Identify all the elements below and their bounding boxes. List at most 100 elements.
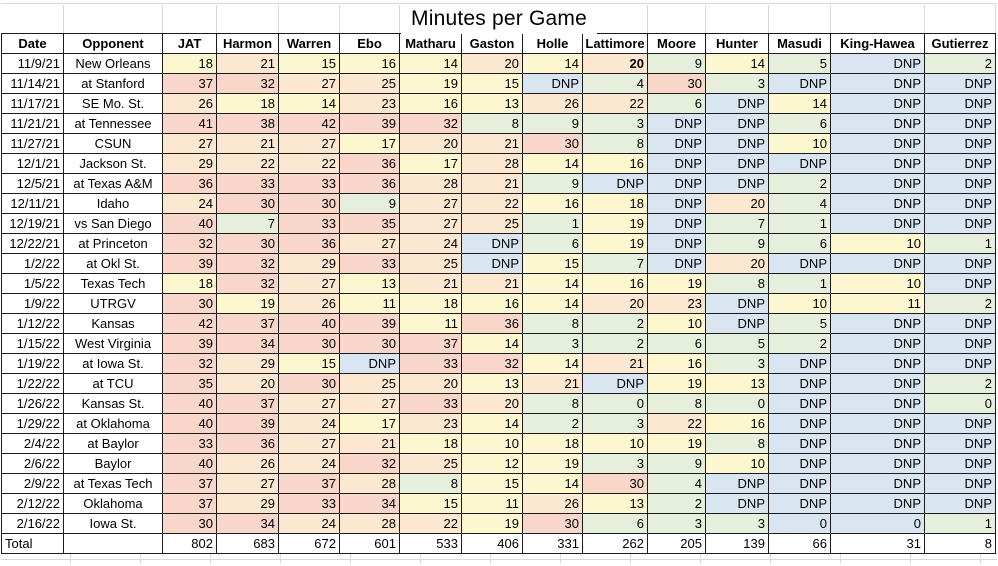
cell-minutes-matharu[interactable]: 19 [399, 73, 462, 94]
cell-minutes-jat[interactable]: 32 [162, 353, 217, 374]
cell-minutes-moore[interactable]: 3 [647, 513, 706, 534]
cell-minutes-masudi[interactable]: 10 [768, 133, 831, 154]
cell-minutes-harmon[interactable]: 39 [216, 413, 279, 434]
cell-minutes-matharu[interactable]: 15 [399, 493, 462, 514]
cell-minutes-ebo[interactable]: 36 [339, 173, 400, 194]
cell-minutes-moore[interactable]: DNP [647, 133, 706, 154]
cell-minutes-hunter[interactable]: 8 [705, 273, 769, 294]
cell-minutes-warren[interactable]: 30 [278, 193, 340, 214]
cell-minutes-matharu[interactable]: 20 [399, 133, 462, 154]
cell-minutes-lattimore[interactable]: 20 [582, 293, 648, 314]
cell-minutes-lattimore[interactable]: 21 [582, 353, 648, 374]
cell-minutes-holle[interactable]: 21 [522, 373, 583, 394]
cell-minutes-masudi[interactable]: DNP [768, 253, 831, 274]
cell-minutes-matharu[interactable]: 16 [399, 93, 462, 114]
cell-minutes-warren[interactable]: 27 [278, 433, 340, 454]
cell-minutes-moore[interactable]: DNP [647, 233, 706, 254]
cell-minutes-jat[interactable]: 29 [162, 153, 217, 174]
cell-minutes-gutierrez[interactable]: DNP [924, 273, 996, 294]
header-opponent[interactable]: Opponent [63, 33, 163, 54]
cell-minutes-ebo[interactable]: 9 [339, 193, 400, 214]
cell-minutes-hunter[interactable]: DNP [705, 313, 769, 334]
cell-minutes-gaston[interactable]: 22 [461, 193, 523, 214]
cell-minutes-jat[interactable]: 42 [162, 313, 217, 334]
cell-minutes-warren[interactable]: 33 [278, 493, 340, 514]
cell-opponent[interactable]: Oklahoma [63, 493, 163, 514]
cell-minutes-gutierrez[interactable]: 0 [924, 393, 996, 414]
cell-minutes-king-hawea[interactable]: DNP [830, 133, 925, 154]
cell-minutes-matharu[interactable]: 14 [399, 53, 462, 74]
cell-minutes-matharu[interactable]: 33 [399, 353, 462, 374]
cell-minutes-king-hawea[interactable]: DNP [830, 353, 925, 374]
cell-minutes-holle[interactable]: 14 [522, 273, 583, 294]
cell-minutes-gaston[interactable]: DNP [461, 233, 523, 254]
cell-minutes-hunter[interactable]: DNP [705, 133, 769, 154]
cell-minutes-harmon[interactable]: 26 [216, 453, 279, 474]
cell-opponent[interactable]: CSUN [63, 133, 163, 154]
cell-minutes-gaston[interactable]: 19 [461, 513, 523, 534]
cell-minutes-matharu[interactable]: 8 [399, 473, 462, 494]
cell-opponent[interactable]: New Orleans [63, 53, 163, 74]
cell-minutes-ebo[interactable]: 17 [339, 133, 400, 154]
cell-minutes-lattimore[interactable]: DNP [582, 173, 648, 194]
cell-minutes-masudi[interactable]: DNP [768, 413, 831, 434]
cell-minutes-holle[interactable]: 19 [522, 453, 583, 474]
cell-minutes-jat[interactable]: 40 [162, 453, 217, 474]
cell-minutes-jat[interactable]: 40 [162, 213, 217, 234]
cell-minutes-masudi[interactable]: 14 [768, 93, 831, 114]
cell-minutes-jat[interactable]: 39 [162, 333, 217, 354]
cell-minutes-jat[interactable]: 40 [162, 413, 217, 434]
cell-minutes-jat[interactable]: 26 [162, 93, 217, 114]
cell-minutes-harmon[interactable]: 34 [216, 513, 279, 534]
cell-minutes-harmon[interactable]: 32 [216, 73, 279, 94]
cell-minutes-harmon[interactable]: 30 [216, 233, 279, 254]
cell-minutes-masudi[interactable]: DNP [768, 353, 831, 374]
cell-minutes-jat[interactable]: 41 [162, 113, 217, 134]
header-jat[interactable]: JAT [162, 33, 217, 54]
cell-minutes-matharu[interactable]: 27 [399, 193, 462, 214]
header-lattimore[interactable]: Lattimore [582, 33, 648, 54]
cell-minutes-gutierrez[interactable]: DNP [924, 73, 996, 94]
cell-minutes-harmon[interactable]: 27 [216, 473, 279, 494]
cell-opponent[interactable]: at Okl St. [63, 253, 163, 274]
cell-minutes-lattimore[interactable]: 8 [582, 133, 648, 154]
cell-minutes-jat[interactable]: 33 [162, 433, 217, 454]
header-hunter[interactable]: Hunter [705, 33, 769, 54]
cell-minutes-jat[interactable]: 39 [162, 253, 217, 274]
total-label-cell[interactable]: Total [1, 533, 64, 554]
cell-minutes-gutierrez[interactable]: DNP [924, 193, 996, 214]
cell-minutes-king-hawea[interactable]: 10 [830, 233, 925, 254]
cell-minutes-jat[interactable]: 36 [162, 173, 217, 194]
cell-minutes-holle[interactable]: 30 [522, 513, 583, 534]
header-gutierrez[interactable]: Gutierrez [924, 33, 996, 54]
cell-opponent[interactable]: at Stanford [63, 73, 163, 94]
cell-minutes-king-hawea[interactable]: DNP [830, 473, 925, 494]
cell-date[interactable]: 12/1/21 [1, 153, 64, 174]
cell-minutes-king-hawea[interactable]: DNP [830, 313, 925, 334]
cell-minutes-gutierrez[interactable]: DNP [924, 413, 996, 434]
cell-date[interactable]: 12/19/21 [1, 213, 64, 234]
cell-minutes-lattimore[interactable]: DNP [582, 373, 648, 394]
cell-minutes-warren[interactable]: 27 [278, 73, 340, 94]
cell-minutes-ebo[interactable]: 27 [339, 233, 400, 254]
cell-date[interactable]: 2/16/22 [1, 513, 64, 534]
cell-minutes-harmon[interactable]: 22 [216, 153, 279, 174]
cell-minutes-king-hawea[interactable]: DNP [830, 493, 925, 514]
cell-minutes-jat[interactable]: 30 [162, 513, 217, 534]
header-gaston[interactable]: Gaston [461, 33, 523, 54]
cell-minutes-gutierrez[interactable]: DNP [924, 253, 996, 274]
cell-minutes-moore[interactable]: 4 [647, 473, 706, 494]
cell-minutes-masudi[interactable]: DNP [768, 393, 831, 414]
cell-minutes-matharu[interactable]: 24 [399, 233, 462, 254]
cell-minutes-holle[interactable]: 9 [522, 173, 583, 194]
cell-minutes-holle[interactable]: 8 [522, 313, 583, 334]
cell-minutes-holle[interactable]: 6 [522, 233, 583, 254]
cell-minutes-holle[interactable]: 26 [522, 493, 583, 514]
cell-minutes-matharu[interactable]: 32 [399, 113, 462, 134]
cell-minutes-warren[interactable]: 27 [278, 273, 340, 294]
cell-minutes-hunter[interactable]: DNP [705, 113, 769, 134]
cell-date[interactable]: 1/15/22 [1, 333, 64, 354]
cell-minutes-ebo[interactable]: 11 [339, 293, 400, 314]
cell-minutes-hunter[interactable]: DNP [705, 473, 769, 494]
cell-minutes-hunter[interactable]: 7 [705, 213, 769, 234]
